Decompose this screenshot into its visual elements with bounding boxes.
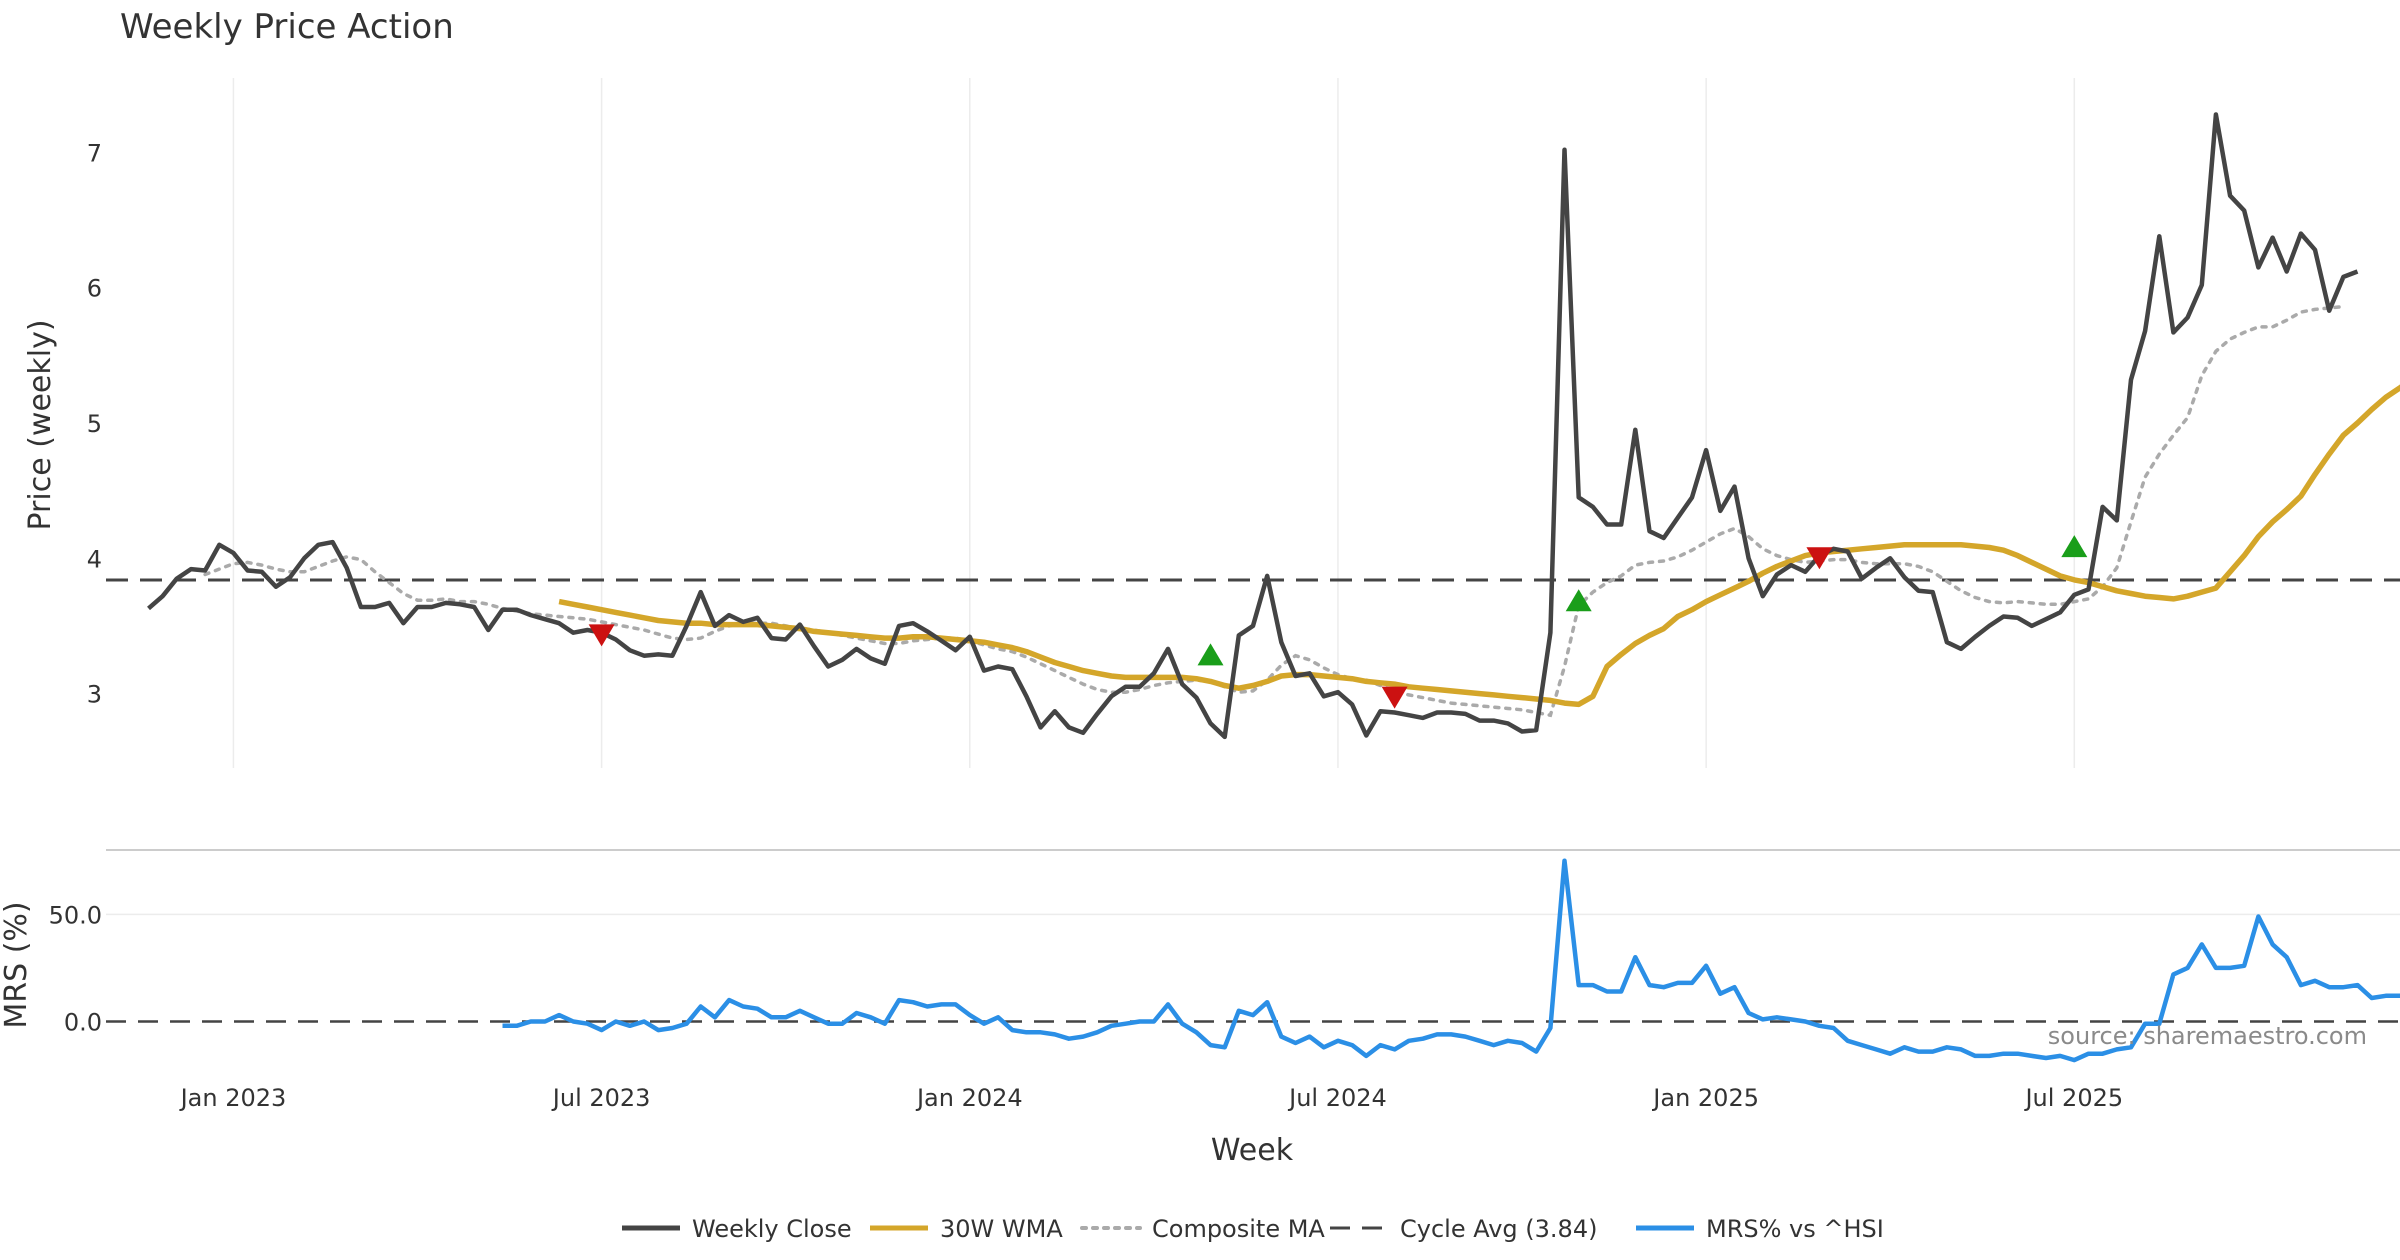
sell-signal-marker	[1806, 547, 1833, 570]
legend: Weekly Close 30W WMA Composite MA Cycle Avg…	[622, 1215, 1884, 1243]
composite-ma-line	[203, 304, 2346, 718]
buy-signal-marker	[1565, 589, 1592, 612]
x-tick-label: Jan 2023	[179, 1084, 287, 1112]
legend-label: Cycle Avg (3.84)	[1400, 1215, 1597, 1243]
sell-signal-marker	[588, 624, 615, 647]
y-tick-label: 6	[87, 275, 102, 303]
y-tick-label: 4	[87, 545, 102, 573]
source-note: source: sharemaestro.com	[2048, 1022, 2367, 1050]
x-tick-label: Jan 2024	[915, 1084, 1023, 1112]
y-tick-label: 7	[87, 139, 102, 167]
weekly-close-line	[147, 112, 2359, 740]
x-tick-label: Jul 2025	[2023, 1084, 2123, 1112]
grid-layer: Jan 2023 Jul 2023 Jan 2024 Jul 2024 Jan 2025…	[87, 78, 2400, 1112]
buy-signal-marker	[2061, 535, 2088, 558]
buy-signal-marker	[1197, 643, 1224, 666]
mrs-tick-label: 0.0	[64, 1009, 102, 1037]
chart-title: Weekly Price Action	[120, 7, 454, 47]
mrs-panel: 0.0 50.0	[49, 858, 2400, 1063]
mrs-axis-label: MRS (%)	[0, 901, 34, 1028]
x-tick-label: Jul 2023	[551, 1084, 651, 1112]
y-tick-label: 5	[87, 410, 102, 438]
legend-label: Weekly Close	[692, 1215, 852, 1243]
y-tick-label: 3	[87, 681, 102, 709]
wma-30w-line	[558, 384, 2400, 708]
legend-label: 30W WMA	[940, 1215, 1063, 1243]
x-axis-label: Week	[1211, 1133, 1294, 1168]
sell-signal-marker	[1381, 686, 1408, 709]
legend-label: Composite MA	[1152, 1215, 1325, 1243]
y-axis-label: Price (weekly)	[23, 319, 58, 530]
mrs-tick-label: 50.0	[49, 901, 102, 929]
price-panel	[106, 112, 2400, 740]
x-tick-label: Jul 2024	[1287, 1084, 1387, 1112]
mrs-line	[502, 858, 2400, 1063]
x-tick-label: Jan 2025	[1651, 1084, 1759, 1112]
legend-label: MRS% vs ^HSI	[1706, 1215, 1884, 1243]
